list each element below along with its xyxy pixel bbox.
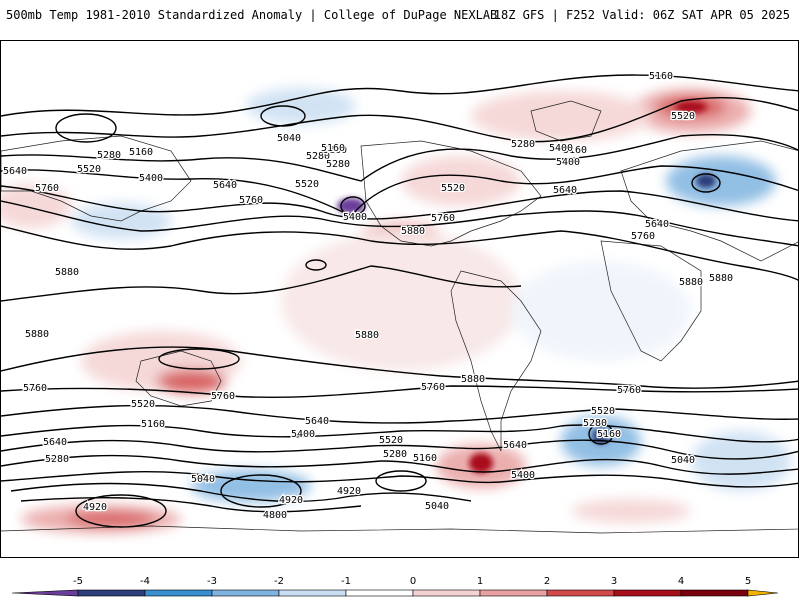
contour-label: 5520 — [77, 164, 101, 175]
contour-label: 5640 — [43, 437, 67, 448]
contour-label: 5880 — [401, 226, 425, 237]
color-scale-bar: -5 -4 -3 -2 -1 0 1 2 3 4 5 — [11, 576, 779, 597]
contour-label: 5880 — [355, 330, 379, 341]
contour-label: 4800 — [263, 510, 287, 521]
contour-label: 5640 — [553, 185, 577, 196]
colorbar-tick-label: -2 — [274, 576, 284, 587]
colorbar-cell — [211, 589, 280, 597]
contour-label: 4920 — [279, 495, 303, 506]
contour-label: 5400 — [549, 143, 573, 154]
contour-label: 5040 — [425, 501, 449, 512]
anomaly-map: 5160 5040 5160 5280 5280 5160 5280 5400 5520 5640… — [0, 40, 799, 558]
contour-label: 5520 — [591, 406, 615, 417]
colorbar-max-arrow — [747, 589, 779, 597]
contour-label: 5160 — [323, 145, 347, 156]
colorbar-min-arrow — [11, 589, 79, 597]
colorbar-tick-label: -5 — [73, 576, 83, 587]
contour-label: 5520 — [379, 435, 403, 446]
contour-label: 5640 — [213, 180, 237, 191]
contour-label: 5160 — [141, 419, 165, 430]
contour-label: 5280 — [383, 449, 407, 460]
colorbar-ticks: -5 -4 -3 -2 -1 0 1 2 3 4 5 — [73, 576, 751, 587]
colorbar-tick-label: -1 — [341, 576, 351, 587]
colorbar-cell — [613, 589, 682, 597]
contour-label: 5520 — [671, 111, 695, 122]
contour-label: 5280 — [326, 159, 350, 170]
contour-label: 5760 — [421, 382, 445, 393]
contour-label: 5280 — [97, 150, 121, 161]
contour-label: 5040 — [671, 455, 695, 466]
colorbar-cell — [77, 589, 146, 597]
contour-label: 5520 — [295, 179, 319, 190]
colorbar-cell — [680, 589, 749, 597]
contour-label: 5880 — [679, 277, 703, 288]
colorbar-cell — [345, 589, 414, 597]
colorbar-cell — [546, 589, 615, 597]
contour-label: 4920 — [83, 502, 107, 513]
contour-label: 5160 — [129, 147, 153, 158]
contour-label: 5280 — [45, 454, 69, 465]
contour-label: 5280 — [306, 151, 330, 162]
colorbar-tick-label: 4 — [678, 576, 684, 587]
contour-label: 5760 — [35, 183, 59, 194]
contour-label: 5400 — [511, 470, 535, 481]
contour-label: 5280 — [511, 139, 535, 150]
colorbar-tick-label: -4 — [140, 576, 150, 587]
colorbar-tick-label: 1 — [477, 576, 483, 587]
contour-label: 4920 — [337, 486, 361, 497]
contour-label: 5160 — [649, 71, 673, 82]
contour-label: 5880 — [25, 329, 49, 340]
contour-label: 5760 — [23, 383, 47, 394]
contour-label: 5040 — [277, 133, 301, 144]
colorbar-tick-label: 2 — [544, 576, 550, 587]
strong-anomaly-cores — [337, 101, 716, 473]
contour-label: 5640 — [305, 416, 329, 427]
contour-label: 5400 — [139, 173, 163, 184]
contour-label: 5640 — [3, 166, 27, 177]
colorbar-cell — [278, 589, 347, 597]
contour-label: 5400 — [291, 429, 315, 440]
contour-label: 5520 — [131, 399, 155, 410]
colorbar-cell — [144, 589, 213, 597]
contour-label: 5760 — [431, 213, 455, 224]
contour-label: 5160 — [563, 145, 587, 156]
colorbar-cells — [11, 589, 779, 597]
colorbar-tick-label: 3 — [611, 576, 617, 587]
colorbar-cell — [412, 589, 481, 597]
contour-label: 5880 — [709, 273, 733, 284]
contour-label: 5400 — [343, 212, 367, 223]
contour-label: 5280 — [583, 418, 607, 429]
contour-label: 5640 — [503, 440, 527, 451]
contour-label: 5760 — [617, 385, 641, 396]
map-title: 500mb Temp 1981-2010 Standardized Anomal… — [6, 8, 498, 22]
contour-label: 5760 — [239, 195, 263, 206]
contour-label: 5040 — [191, 474, 215, 485]
contour-label: 5160 — [597, 429, 621, 440]
colorbar-cell — [479, 589, 548, 597]
colorbar-tick-label: 5 — [745, 576, 751, 587]
contour-label: 5760 — [211, 391, 235, 402]
colorbar-tick-label: 0 — [410, 576, 416, 587]
contour-label: 5880 — [461, 374, 485, 385]
contour-label: 5760 — [631, 231, 655, 242]
contour-label: 5400 — [556, 157, 580, 168]
contour-label: 5160 — [413, 453, 437, 464]
contour-label: 5160 — [321, 143, 345, 154]
height-contours — [1, 74, 798, 528]
contour-label: 5640 — [645, 219, 669, 230]
colorbar-tick-label: -3 — [207, 576, 217, 587]
contour-label: 5880 — [55, 267, 79, 278]
contour-label: 5520 — [441, 183, 465, 194]
model-run-info: 18Z GFS | F252 Valid: 06Z SAT APR 05 202… — [493, 8, 790, 22]
